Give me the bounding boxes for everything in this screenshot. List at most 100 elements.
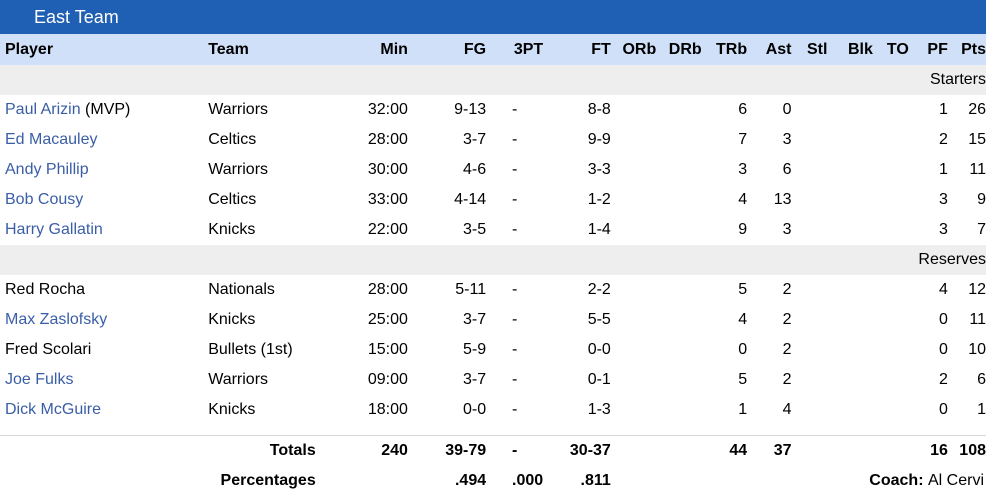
table-row: Max Zaslofsky Knicks 25:00 3-7 - 5-5 4 2…: [0, 305, 986, 335]
orb-cell: [611, 95, 656, 125]
to-cell: [873, 335, 909, 365]
percentages-row: Percentages .494 .000 .811 Coach: Al Cer…: [0, 466, 986, 496]
col-stl: Stl: [791, 34, 828, 65]
orb-cell: [611, 365, 656, 395]
trb-cell: 4: [738, 191, 748, 208]
player-name: Fred Scolari: [5, 341, 92, 358]
orb-cell: [611, 125, 656, 155]
pf-cell: 3: [938, 221, 948, 238]
table-row: Harry Gallatin Knicks 22:00 3-5 - 1-4 9 …: [0, 215, 986, 245]
totals-row: Totals 240 39-79 - 30-37 44 37 16 108: [0, 436, 986, 467]
blk-cell: [827, 335, 872, 365]
box-score-table: Player Team Min FG 3PT FT ORb DRb TRb As…: [0, 34, 986, 496]
to-cell: [873, 185, 909, 215]
3pt-cell: -: [511, 281, 518, 298]
player-link[interactable]: Harry Gallatin: [5, 221, 103, 238]
percentages-label: Percentages: [220, 472, 316, 489]
ast-cell: 2: [782, 341, 792, 358]
min-cell: 18:00: [367, 401, 408, 418]
ast-cell: 4: [782, 401, 792, 418]
trb-cell: 4: [738, 311, 748, 328]
stl-cell: [792, 185, 828, 215]
ft-cell: 2-2: [587, 281, 611, 298]
player-link[interactable]: Dick McGuire: [5, 401, 102, 418]
3pt-cell: -: [511, 371, 518, 388]
stl-cell: [792, 155, 828, 185]
orb-cell: [611, 335, 656, 365]
fg-cell: 5-9: [463, 341, 487, 358]
trb-cell: 1: [738, 401, 748, 418]
player-link[interactable]: Max Zaslofsky: [5, 311, 108, 328]
fg-cell: 3-7: [463, 131, 487, 148]
pct-fg: .494: [454, 472, 487, 489]
player-link[interactable]: Ed Macauley: [5, 131, 98, 148]
totals-fg: 39-79: [445, 442, 487, 459]
3pt-cell: -: [511, 161, 518, 178]
ft-cell: 8-8: [587, 101, 611, 118]
blk-cell: [827, 365, 872, 395]
drb-cell: [656, 215, 701, 245]
ast-cell: 13: [773, 191, 792, 208]
trb-cell: 5: [738, 371, 748, 388]
team-cell: Knicks: [208, 221, 256, 238]
coach-label: Coach:: [869, 472, 924, 489]
totals-divider: [0, 425, 986, 436]
stl-cell: [792, 215, 828, 245]
col-min: Min: [329, 34, 408, 65]
to-cell: [873, 95, 909, 125]
team-cell: Knicks: [208, 401, 256, 418]
player-cell: Red Rocha: [0, 275, 208, 305]
blk-cell: [827, 215, 872, 245]
totals-pts: 108: [959, 442, 986, 459]
player-name: Red Rocha: [5, 281, 86, 298]
player-link[interactable]: Andy Phillip: [5, 161, 89, 178]
drb-cell: [656, 275, 701, 305]
table-row: Paul Arizin (MVP) Warriors 32:00 9-13 - …: [0, 95, 986, 125]
orb-cell: [611, 215, 656, 245]
player-link[interactable]: Bob Cousy: [5, 191, 84, 208]
drb-cell: [656, 125, 701, 155]
ast-cell: 2: [782, 311, 792, 328]
section-label-reserves: Reserves: [0, 245, 986, 275]
player-cell: Ed Macauley: [0, 125, 208, 155]
min-cell: 28:00: [367, 131, 408, 148]
fg-cell: 3-7: [463, 311, 487, 328]
pf-cell: 0: [938, 341, 948, 358]
stl-cell: [792, 335, 828, 365]
player-cell: Andy Phillip: [0, 155, 208, 185]
table-row: Fred Scolari Bullets (1st) 15:00 5-9 - 0…: [0, 335, 986, 365]
trb-cell: 6: [738, 101, 748, 118]
drb-cell: [656, 155, 701, 185]
pf-cell: 2: [938, 371, 948, 388]
fg-cell: 3-7: [463, 371, 487, 388]
pts-cell: 26: [968, 101, 986, 118]
totals-trb: 44: [729, 442, 748, 459]
totals-ft: 30-37: [569, 442, 611, 459]
pf-cell: 0: [938, 401, 948, 418]
player-link[interactable]: Joe Fulks: [5, 371, 74, 388]
percentages-min-blank: [330, 466, 408, 496]
pf-cell: 1: [938, 101, 948, 118]
trb-cell: 9: [738, 221, 748, 238]
orb-cell: [611, 185, 656, 215]
team-cell: Warriors: [208, 371, 269, 388]
player-cell: Fred Scolari: [0, 335, 208, 365]
ast-cell: 3: [782, 131, 792, 148]
to-cell: [873, 275, 909, 305]
pf-cell: 0: [938, 311, 948, 328]
ft-cell: 3-3: [587, 161, 611, 178]
player-link[interactable]: Paul Arizin: [5, 101, 81, 118]
3pt-cell: -: [511, 311, 518, 328]
stl-cell: [792, 95, 828, 125]
totals-label: Totals: [269, 442, 316, 459]
blk-cell: [827, 275, 872, 305]
fg-cell: 5-11: [455, 281, 487, 298]
orb-cell: [611, 395, 656, 425]
pts-cell: 9: [977, 191, 986, 208]
pf-cell: 3: [938, 191, 948, 208]
totals-min: 240: [381, 442, 408, 459]
section-row-reserves: Reserves: [0, 245, 986, 275]
pf-cell: 1: [938, 161, 948, 178]
min-cell: 09:00: [367, 371, 408, 388]
pf-cell: 2: [938, 131, 948, 148]
